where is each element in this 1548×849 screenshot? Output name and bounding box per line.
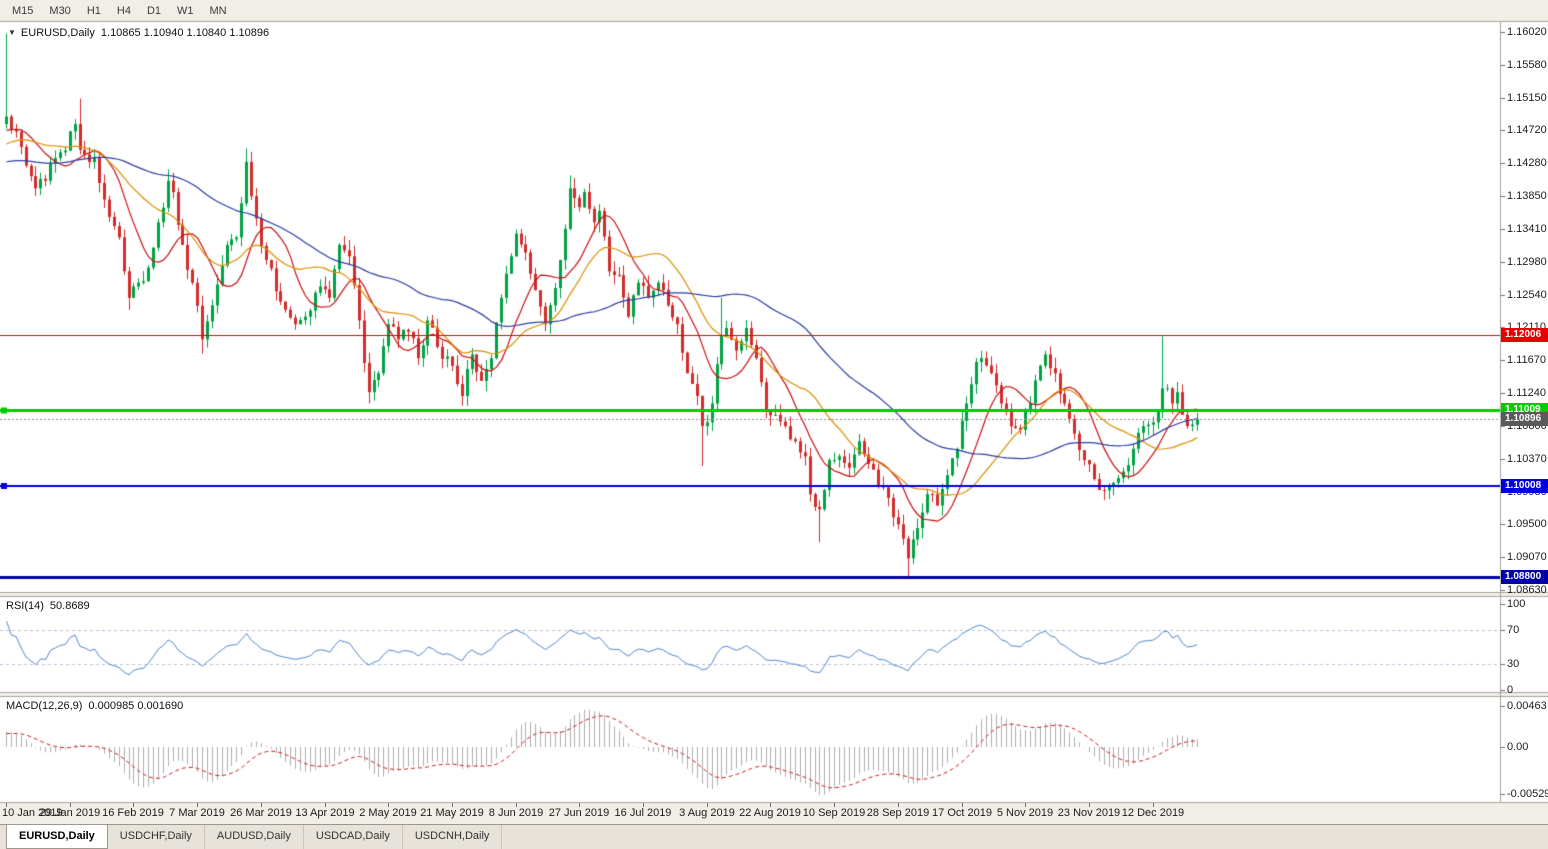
chart-tab-usdcnh[interactable]: USDCNH,Daily — [403, 825, 503, 849]
symbol-dropdown-icon[interactable]: ▼ — [8, 28, 16, 37]
timeframe-toolbar: M15 M30 H1 H4 D1 W1 MN — [0, 0, 1548, 21]
timeframe-button-w1[interactable]: W1 — [177, 4, 194, 17]
macd-name: MACD(12,26,9) — [6, 700, 83, 712]
timeframe-button-h4[interactable]: H4 — [116, 4, 131, 17]
macd-values: 0.000985 0.001690 — [88, 700, 184, 712]
timeframe-button-m30[interactable]: M30 — [49, 4, 71, 17]
timeframe-button-h1[interactable]: H1 — [86, 4, 101, 17]
chart-tab-audusd[interactable]: AUDUSD,Daily — [205, 825, 304, 849]
timeframe-button-mn[interactable]: MN — [209, 4, 227, 17]
chart-tabs-bar: EURUSD,Daily USDCHF,Daily AUDUSD,Daily USDC… — [0, 824, 1548, 849]
chart-tab-eurusd[interactable]: EURUSD,Daily — [6, 825, 108, 849]
chart-tab-usdchf[interactable]: USDCHF,Daily — [108, 825, 205, 849]
timeframe-button-d1[interactable]: D1 — [146, 4, 161, 17]
macd-indicator-label: MACD(12,26,9) 0.000985 0.001690 — [6, 700, 183, 712]
rsi-name: RSI(14) — [6, 600, 44, 612]
timeframe-button-m15[interactable]: M15 — [12, 4, 34, 17]
rsi-indicator-label: RSI(14) 50.8689 — [6, 600, 90, 612]
chart-tab-usdcad[interactable]: USDCAD,Daily — [304, 825, 403, 849]
chart-ohlc-values: 1.10865 1.10940 1.10840 1.10896 — [100, 27, 270, 39]
chart-symbol-period: EURUSD,Daily — [20, 27, 95, 39]
chart-ohlc-label: ▼ EURUSD,Daily 1.10865 1.10940 1.10840 1.1… — [8, 27, 269, 39]
rsi-value: 50.8689 — [49, 600, 90, 612]
